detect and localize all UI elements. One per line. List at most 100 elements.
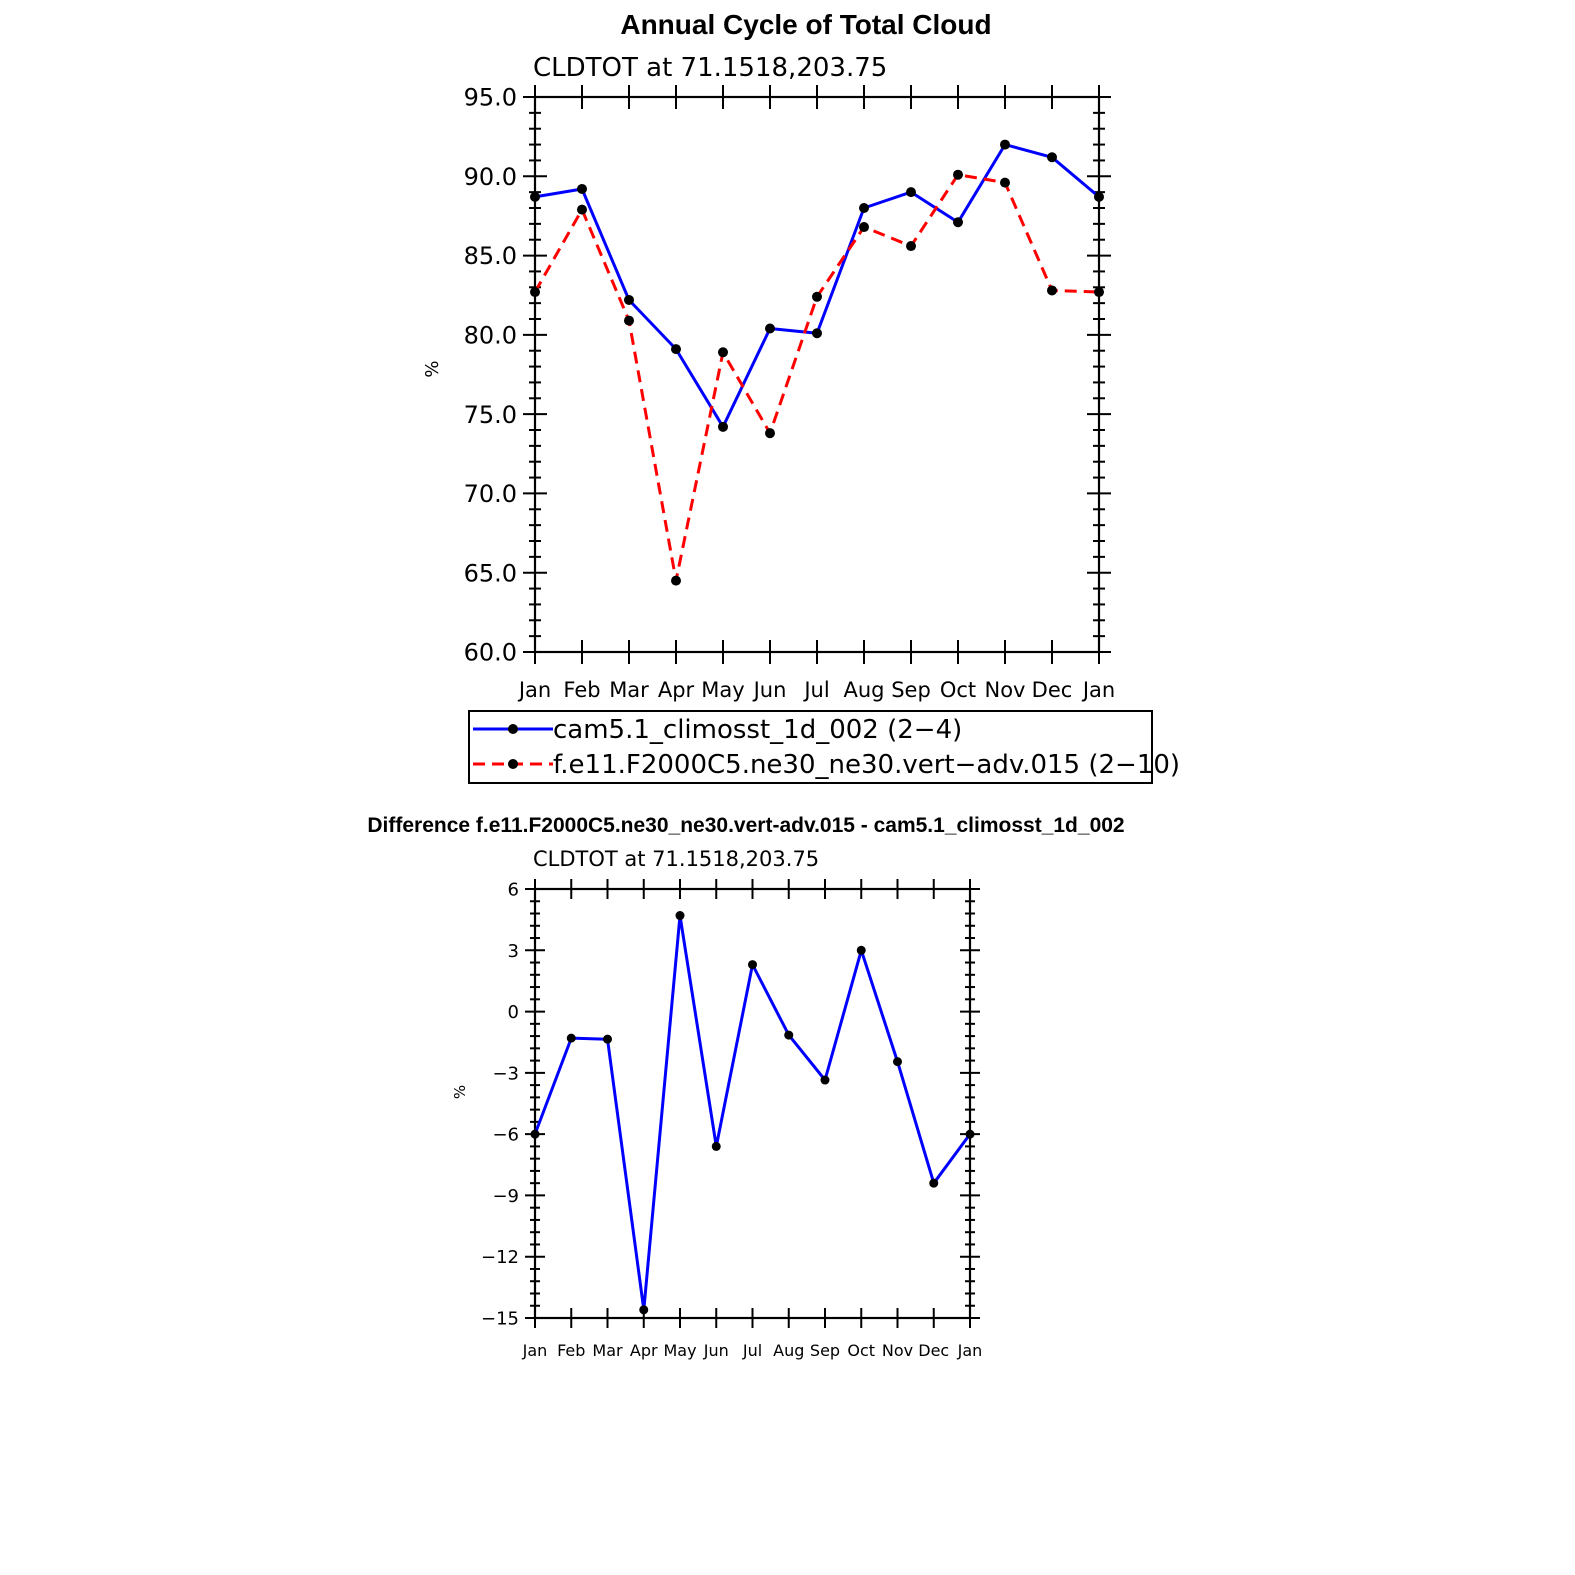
chart1-y-tick-label: 85.0: [464, 242, 517, 270]
chart1-series-2-point: [906, 241, 916, 252]
chart2-series-1-point: [530, 1129, 540, 1139]
chart1-series-1-point: [953, 217, 963, 228]
chart1-series-1-point: [530, 191, 540, 202]
chart2-y-tick-label: −9: [492, 1186, 519, 1207]
chart1-x-tick-label: Nov: [985, 678, 1026, 702]
chart2-x-tick-label: May: [663, 1341, 696, 1360]
chart2-series-1-point: [566, 1033, 576, 1043]
chart1-x-tick-label: Apr: [658, 678, 695, 702]
chart1-series-1-line: [534, 143, 1100, 429]
chart2-x-tick-label: Nov: [882, 1341, 913, 1360]
chart2-subtitle: CLDTOT at 71.1518,203.75: [533, 847, 819, 871]
chart2-series-1-point: [893, 1057, 902, 1067]
chart2-y-tick-label: −3: [492, 1063, 519, 1084]
chart1-series-2-line: [533, 173, 1100, 583]
chart2-y-axis-label: %: [451, 1085, 469, 1099]
chart1-series-2-point: [624, 315, 634, 326]
chart2-y-tick-label: −12: [481, 1247, 519, 1268]
chart1-x-tick-label: May: [701, 678, 744, 702]
chart1-x-tick-label: Jan: [517, 678, 551, 702]
chart2-series-1-point: [965, 1129, 975, 1139]
chart1-series-2-point: [953, 169, 963, 180]
chart2-series-1-point: [711, 1141, 721, 1151]
legend-box: [468, 710, 1153, 784]
chart2-x-tick-label: Oct: [847, 1341, 875, 1360]
chart2-x-tick-label: Sep: [810, 1341, 840, 1360]
chart2-x-tick-label: Jul: [742, 1341, 762, 1360]
chart2-x-tick-label: Jan: [522, 1341, 548, 1360]
chart1-x-tick-label: Oct: [940, 678, 976, 702]
chart2-plot-frame: [533, 887, 972, 1320]
chart1-y-tick-label: 95.0: [464, 84, 517, 112]
chart1-y-axis-label: %: [422, 360, 443, 377]
chart1-series-2-point: [765, 428, 775, 439]
chart2-series-1-point: [820, 1075, 830, 1085]
chart1-series-2-point: [718, 347, 728, 358]
chart1-series-2-point: [1000, 177, 1010, 188]
chart2-x-tick-label: Dec: [918, 1341, 949, 1360]
chart2-y-tick-label: 3: [508, 941, 519, 962]
chart2-series-1-point: [675, 911, 685, 921]
legend-label-series-1: cam5.1_climosst_1d_002 (2−4): [553, 715, 962, 745]
legend-marker-series-1: [508, 724, 518, 734]
chart1-x-tick-label: Jul: [802, 678, 829, 702]
chart1-series-2-point: [859, 222, 869, 233]
chart2-series-1-point: [603, 1034, 612, 1044]
chart1-y-tick-label: 60.0: [464, 639, 517, 667]
chart2-series-1-point: [929, 1178, 939, 1188]
chart1-x-tick-label: Jun: [752, 678, 787, 702]
chart1-legend: cam5.1_climosst_1d_002 (2−4) f.e11.F2000…: [468, 710, 1180, 784]
chart1-plot-frame: [533, 95, 1101, 654]
chart1-title: Annual Cycle of Total Cloud: [620, 9, 991, 40]
chart2-series-1-point: [639, 1305, 649, 1315]
chart1-plot: 60.0 65.0 70.0 75.0 80.0 85.0 90.0 95.0 Jan Feb Ma…: [464, 84, 1116, 702]
chart1-series-1-point: [577, 183, 587, 194]
chart1-x-tick-label: Jan: [1081, 678, 1115, 702]
chart2-y-tick-label: −6: [492, 1125, 519, 1146]
chart2-y-tick-label: −15: [481, 1308, 519, 1329]
chart2-x-tick-label: Feb: [557, 1341, 585, 1360]
chart2-series-1-point: [784, 1030, 794, 1040]
chart1-series-2-point: [1094, 287, 1104, 298]
chart1-series-1-point: [1094, 191, 1104, 202]
chart1-y-tick-label: 65.0: [464, 559, 517, 587]
chart1-series-2-point: [671, 575, 681, 586]
chart1-series-1-point: [671, 344, 681, 355]
chart1-x-tick-label: Aug: [843, 678, 884, 702]
chart1-series-1-point: [1000, 139, 1010, 150]
chart2-series-1-point: [856, 945, 866, 955]
chart1-series-2-point: [577, 204, 587, 215]
chart1-series-1-point: [1047, 152, 1057, 163]
chart1-x-tick-label: Sep: [891, 678, 931, 702]
chart2-plot: −15 −12 −9 −6 −3 0 3 6 Jan Feb Mar Apr May Jun Jul Aug S…: [481, 879, 982, 1360]
chart1-x-tick-label: Mar: [609, 678, 649, 702]
chart2-series-1-point: [748, 960, 757, 970]
chart2-x-tick-label: Apr: [630, 1341, 658, 1360]
chart2-x-tick-label: Mar: [592, 1341, 623, 1360]
chart2-title: Difference f.e11.F2000C5.ne30_ne30.vert-…: [367, 814, 1124, 837]
chart2-x-tick-label: Jun: [703, 1341, 729, 1360]
chart2-y-tick-label: 6: [508, 879, 519, 900]
chart1-series-2-point: [530, 287, 540, 298]
chart1-series-1-point: [765, 323, 775, 334]
legend-marker-series-2: [508, 759, 518, 769]
chart1-subtitle: CLDTOT at 71.1518,203.75: [533, 53, 887, 83]
chart1-series-1-point: [859, 203, 869, 213]
chart1-y-tick-label: 70.0: [464, 480, 517, 508]
legend-label-series-2: f.e11.F2000C5.ne30_ne30.vert−adv.015 (2−…: [553, 750, 1180, 780]
chart2-series-1-line: [533, 914, 972, 1312]
chart2-x-tick-label: Aug: [773, 1341, 804, 1360]
chart1-series-1-point: [624, 294, 634, 305]
chart1-x-tick-label: Feb: [563, 678, 600, 702]
chart1-series-1-point: [812, 328, 822, 339]
chart1-series-1-point: [718, 421, 728, 432]
chart1-series-1-point: [906, 187, 916, 198]
chart1-series-2-point: [1047, 285, 1057, 296]
chart1-y-tick-label: 75.0: [464, 401, 517, 429]
chart1-series-2-point: [812, 291, 822, 302]
chart1-y-tick-label: 80.0: [464, 321, 517, 349]
chart2-x-tick-label: Jan: [957, 1341, 983, 1360]
chart1-x-tick-label: Dec: [1032, 678, 1073, 702]
chart1-y-tick-label: 90.0: [464, 163, 517, 191]
